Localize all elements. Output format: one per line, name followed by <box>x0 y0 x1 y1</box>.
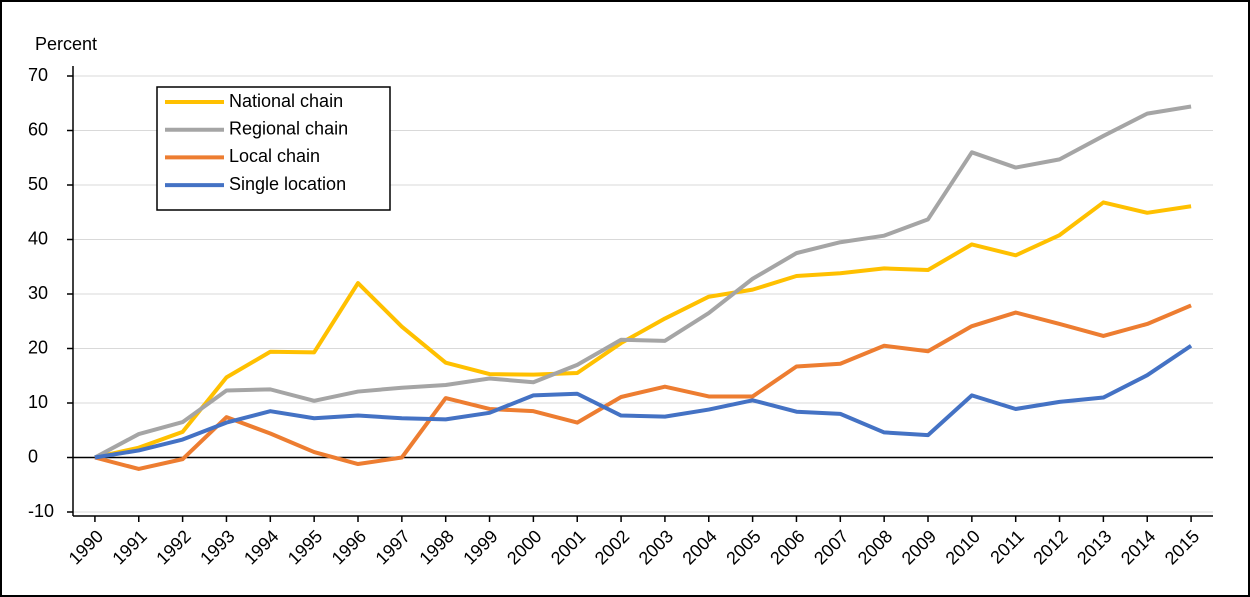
legend-label: National chain <box>229 91 343 111</box>
series-line <box>94 303 1192 471</box>
legend-label: Local chain <box>229 146 320 166</box>
legend: National chain Regional chain Local chain S… <box>156 86 391 211</box>
y-axis-label: Percent <box>35 34 97 54</box>
y-tick-label: 0 <box>28 446 38 466</box>
y-tick-label: 50 <box>28 174 48 194</box>
legend-label: Regional chain <box>229 118 348 138</box>
y-tick-label: 40 <box>28 228 48 248</box>
series-line <box>93 104 1192 460</box>
y-tick-label: 20 <box>28 337 48 357</box>
legend-label: Single location <box>229 174 346 194</box>
series-line <box>94 200 1192 460</box>
y-tick-label: 70 <box>28 65 48 85</box>
y-tick-label: -10 <box>28 501 54 521</box>
series-line <box>94 344 1193 460</box>
y-tick-label: 30 <box>28 283 48 303</box>
y-tick-label: 10 <box>28 392 48 412</box>
legend-box <box>156 86 391 211</box>
y-tick-label: 60 <box>28 119 48 139</box>
